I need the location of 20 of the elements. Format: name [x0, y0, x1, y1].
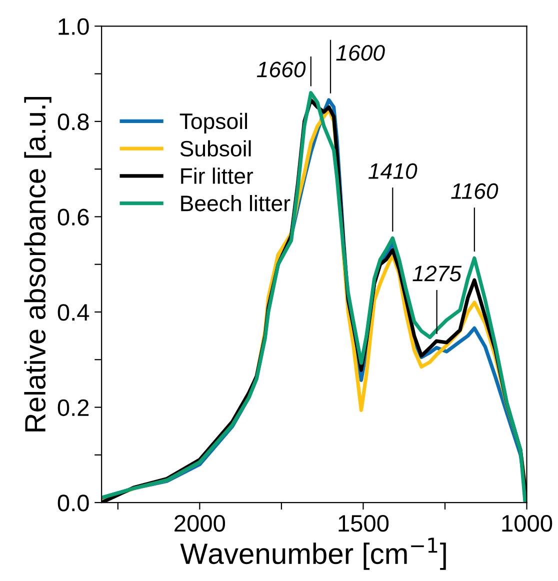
- legend-label: Topsoil: [180, 112, 248, 134]
- y-tick-label: 0.2: [58, 399, 89, 416]
- x-tick-label: 1500: [338, 514, 389, 532]
- y-tick-label: 0.8: [58, 113, 89, 130]
- annotation: 1160: [451, 183, 498, 199]
- annotation: 1600: [336, 44, 385, 61]
- y-tick-label: 0.0: [58, 494, 89, 512]
- x-tick-label: 2000: [174, 514, 226, 532]
- annotation: 1660: [256, 62, 306, 78]
- annotation: 1275: [412, 266, 462, 282]
- legend-label: Subsoil: [180, 140, 251, 157]
- y-axis-title: Relative absorbance [a.u.]: [24, 96, 52, 432]
- legend-label: Fir litter: [181, 168, 254, 184]
- x-axis-title: Wavenumber [cm$^{−1}$]: [180, 538, 446, 570]
- y-tick-label: 0.4: [58, 304, 90, 321]
- legend-label: Beech litter: [181, 194, 290, 212]
- y-tick-label: 1.0: [58, 18, 89, 35]
- x-tick-label: 1000: [502, 514, 552, 532]
- annotation: 1410: [368, 163, 418, 179]
- y-tick-label: 0.6: [58, 208, 89, 226]
